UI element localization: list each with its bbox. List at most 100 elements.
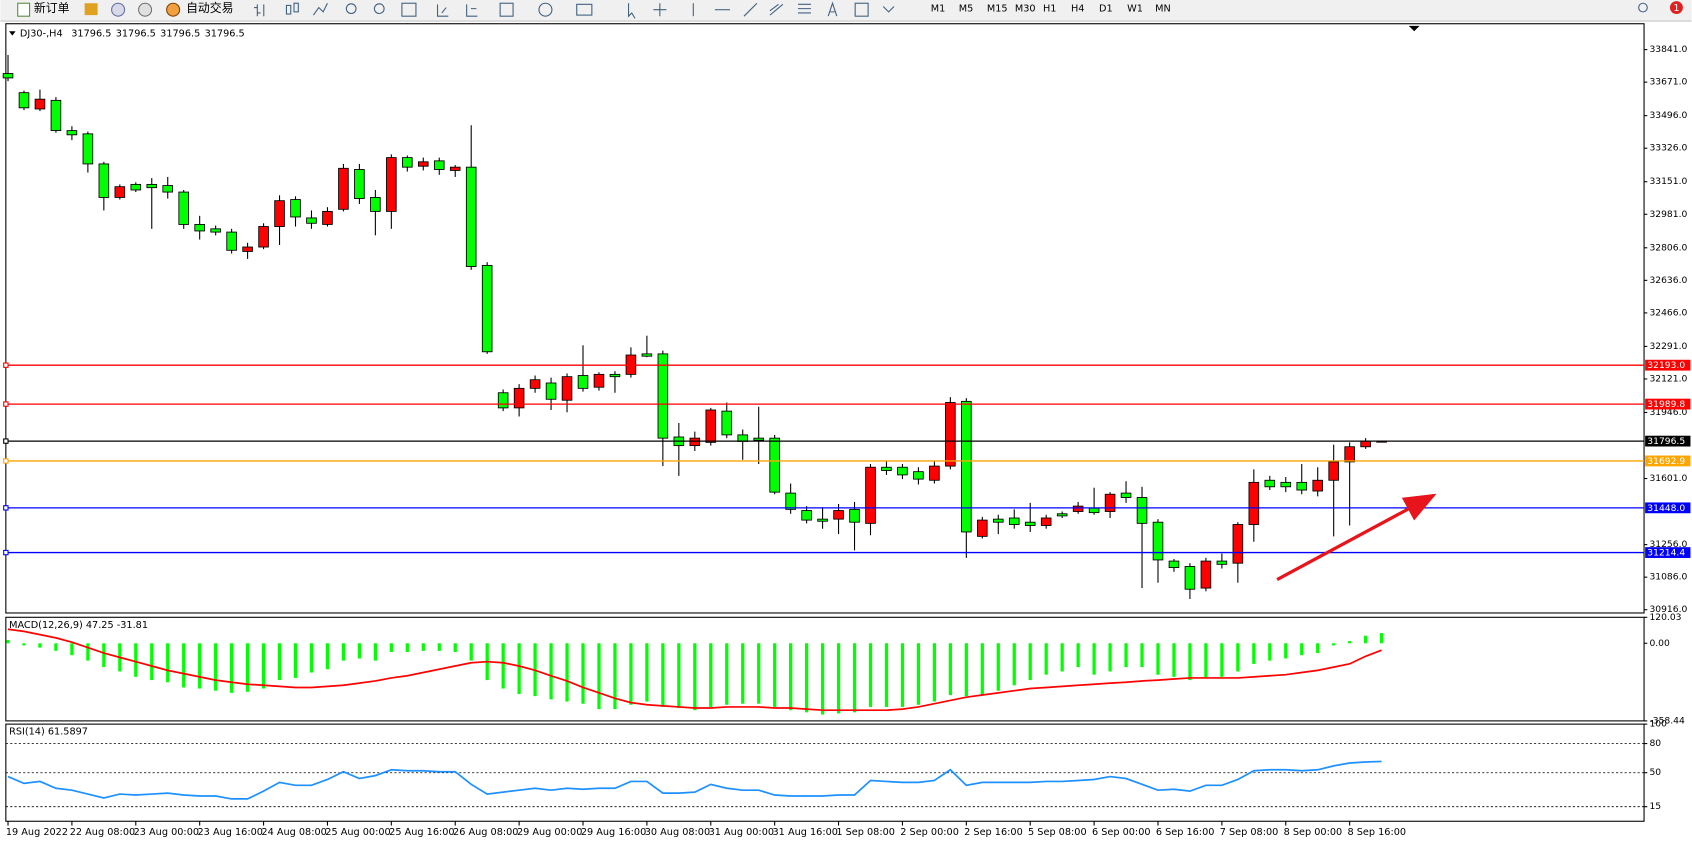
histogram-bar [1204,643,1208,678]
channel-icon[interactable] [769,3,784,16]
histogram-bar [1156,643,1160,675]
histogram-bar [804,643,809,713]
x-tick-label: 6 Sep 16:00 [1156,827,1215,838]
histogram-bar [1060,643,1064,672]
timeframe-button[interactable]: MN [1155,4,1171,15]
histogram-bar [916,643,921,705]
auto-trading-icon[interactable] [166,2,181,17]
candle-body [66,130,78,136]
histogram-bar [230,643,234,693]
toolbar-icon[interactable] [111,2,126,17]
histogram-bar [613,643,617,710]
candle-body [1184,566,1196,590]
symbol-menu-marker [9,31,16,36]
new-order-icon[interactable] [17,2,31,17]
candle-body [433,160,445,170]
toolbar-icon[interactable] [84,3,98,16]
arrows-icon[interactable] [882,6,895,13]
line-chart-icon[interactable] [312,2,328,16]
plot-area: 33841.0 33671.0 33496.0 33326.0 33151.0 32981… [2,23,1691,838]
candle-body [817,518,828,522]
timeframe-button[interactable]: M5 [959,4,974,15]
trendline-icon[interactable] [743,2,758,17]
histogram-bar [980,643,984,696]
histogram-bar [389,643,393,652]
histogram-bar [405,643,409,652]
histogram-bar [38,643,42,648]
candle-body [114,186,126,198]
candle-body [2,73,14,79]
candle-body [833,510,844,520]
histogram-bar [469,643,473,661]
y-tick-label: 32806.0 [1649,242,1687,253]
histogram-bar [102,643,106,668]
candle-body [402,157,413,168]
candle-body [1120,492,1132,498]
candle-body [290,199,301,218]
candle-body [1104,493,1116,512]
histogram-bar [1284,643,1288,659]
histogram-bar [1140,643,1144,668]
level-handle [3,505,9,511]
candle-body [1200,560,1212,589]
bar-chart-icon[interactable] [254,4,265,17]
candle-icon[interactable] [285,4,292,15]
zoom-in-icon[interactable] [345,3,357,15]
search-icon[interactable] [1638,2,1648,13]
timeframe-button[interactable]: M30 [1015,4,1036,15]
y-tick-label: 31946.0 [1649,407,1687,418]
notification-badge[interactable] [1669,1,1683,15]
timeframe-button[interactable]: H4 [1071,4,1084,15]
candle-body [721,410,733,436]
histogram-bar [501,643,505,689]
fibo-icon[interactable] [797,3,811,14]
candle-body [1072,505,1084,512]
candle-body [513,387,525,409]
candle-body [194,223,205,232]
periods-icon[interactable] [538,2,553,17]
y-tick-label: 32291.0 [1649,341,1687,352]
auto-trading-button[interactable]: 自动交易 [186,1,233,15]
candle-body [945,402,956,467]
timeframe-button[interactable]: M1 [931,4,946,15]
histogram-bar [677,643,681,709]
timeframe-button[interactable]: D1 [1099,4,1113,15]
candle-body [1280,481,1292,488]
candle-body [1344,446,1355,463]
x-tick-label: 8 Sep 16:00 [1347,827,1406,838]
text-icon[interactable] [827,1,838,17]
crosshair-icon[interactable] [653,3,667,17]
timeframe-button[interactable]: M15 [987,4,1008,15]
candle-body [370,196,381,212]
histogram-bar [150,643,154,681]
histogram-bar [1220,643,1224,677]
candle-body [1024,521,1036,526]
candle-icon[interactable] [293,2,299,13]
panel-frame [5,23,1645,614]
histogram-bar [22,643,26,646]
zoom-out-icon[interactable] [373,3,385,15]
autoscroll-icon[interactable] [436,4,449,17]
histogram-bar [549,643,553,700]
timeframe-button[interactable]: W1 [1127,4,1143,15]
new-order-button[interactable]: 新订单 [34,1,70,15]
histogram-bar [341,643,346,661]
cursor-icon[interactable] [628,3,636,19]
candle-body [1152,521,1164,561]
indicators-icon[interactable] [499,2,514,17]
level-label: 31692.9 [1647,456,1685,467]
timeframe-button[interactable]: H1 [1043,4,1056,15]
templates-icon[interactable] [576,3,593,16]
chart-shift-icon[interactable] [466,4,478,17]
histogram-bar [437,643,441,651]
tile-icon[interactable] [401,2,417,17]
candle-body [1056,513,1068,517]
x-tick-label: 31 Aug 00:00 [709,827,774,838]
label-icon[interactable] [854,2,869,17]
candle-body [34,98,46,110]
candle-body [737,434,749,442]
histogram-bar [86,643,90,661]
histogram-bar [1044,643,1048,675]
toolbar-icon[interactable] [138,2,153,17]
